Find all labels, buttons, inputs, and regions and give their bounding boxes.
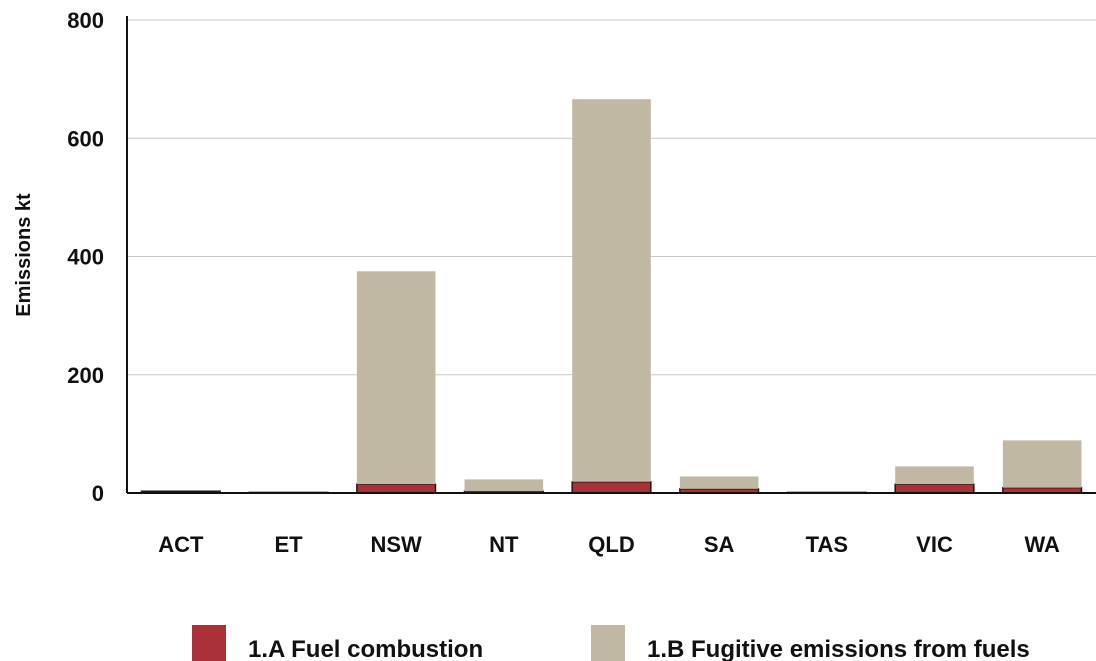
x-tick-label-act: ACT xyxy=(158,532,204,557)
bar-nsw-series-2 xyxy=(356,271,436,485)
bar-qld-series-1 xyxy=(571,481,652,494)
legend-swatch-1 xyxy=(192,625,226,661)
x-tick-label-nt: NT xyxy=(489,532,519,557)
y-tick-label: 800 xyxy=(67,8,104,33)
x-tick-labels: ACT ET NSW NT QLD SA TAS VIC WA xyxy=(158,532,1060,557)
x-tick-label-qld: QLD xyxy=(588,532,634,557)
y-tick-labels: 0 200 400 600 800 xyxy=(67,8,104,506)
y-tick-label: 200 xyxy=(67,363,104,388)
bar-wa-series-2 xyxy=(1002,440,1082,488)
bar-qld-series-2 xyxy=(572,99,651,482)
y-tick-label: 600 xyxy=(67,126,104,151)
bars xyxy=(140,99,1083,494)
legend-label-2: 1.B Fugitive emissions from fuels xyxy=(647,636,1030,661)
bar-vic-series-2 xyxy=(895,466,974,485)
y-tick-label: 400 xyxy=(67,245,104,270)
legend-label-1: 1.A Fuel combustion xyxy=(248,636,483,661)
bar-nsw-series-1 xyxy=(356,483,437,494)
x-tick-label-sa: SA xyxy=(704,532,735,557)
bar-vic-series-1 xyxy=(894,483,975,494)
x-tick-label-nsw: NSW xyxy=(371,532,423,557)
legend-swatch-2 xyxy=(591,625,625,661)
bar-sa-series-2 xyxy=(679,476,759,489)
legend: 1.A Fuel combustion 1.B Fugitive emission… xyxy=(192,625,1030,661)
x-tick-label-et: ET xyxy=(274,532,303,557)
x-tick-label-vic: VIC xyxy=(916,532,953,557)
axes xyxy=(126,16,1096,494)
x-tick-label-wa: WA xyxy=(1024,532,1060,557)
x-tick-label-tas: TAS xyxy=(806,532,848,557)
y-axis-title: Emissions kt xyxy=(13,193,35,317)
y-tick-label: 0 xyxy=(92,481,104,506)
bar-nt-series-2 xyxy=(464,479,544,492)
